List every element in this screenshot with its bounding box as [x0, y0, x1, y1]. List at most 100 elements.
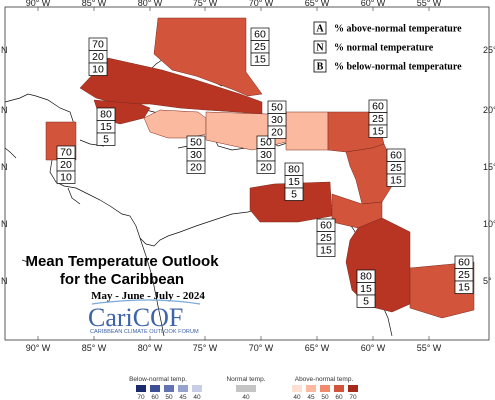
lat-label-left-1: N	[1, 105, 8, 115]
prob-value-above: 60	[372, 101, 384, 113]
lat-label-left-3: N	[1, 219, 8, 229]
prob-value-normal: 15	[100, 121, 112, 133]
prob-value-above: 70	[92, 39, 104, 51]
scale-normal-tick: 40	[242, 394, 250, 400]
lon-label-bottom-1: 85° W	[82, 343, 107, 353]
prob-value-below: 5	[291, 189, 297, 201]
lat-label-left-2: N	[1, 162, 8, 172]
prob-value-below: 15	[372, 126, 384, 138]
prob-cell-below	[88, 62, 108, 76]
scale-normal-swatch	[236, 385, 256, 392]
lat-label-right-2: 15°	[483, 162, 495, 172]
prob-value-above: 60	[320, 220, 332, 232]
scale-above-title: Above-normal temp.	[295, 376, 354, 383]
lon-label-top-3: 75° W	[193, 0, 218, 8]
prob-value-below: 15	[320, 245, 332, 257]
scale-below-swatch-4	[192, 385, 202, 392]
prob-cell-below	[250, 52, 270, 66]
scale-below-tick-0: 70	[137, 394, 145, 400]
key-box-a	[313, 21, 327, 35]
lon-label-bottom-5: 65° W	[305, 343, 330, 353]
prob-value-below: 5	[363, 296, 369, 308]
lat-label-left-0: N	[1, 45, 8, 55]
scale-below-tick-1: 60	[151, 394, 159, 400]
scale-below-tick-4: 40	[193, 394, 201, 400]
prob-cell-below	[267, 125, 287, 139]
prob-value-above: 80	[288, 164, 300, 176]
region-bahamas	[153, 17, 263, 97]
latitude-labels: N N N N N 25° 20° 15° 10° 5°	[1, 45, 495, 286]
graticule-ticks	[37, 7, 430, 340]
prob-value-normal: 20	[60, 159, 72, 171]
prob-cell-below	[96, 132, 116, 146]
prob-value-below: 10	[92, 64, 104, 76]
prob-value-normal: 25	[372, 113, 384, 125]
lat-label-right-3: 10°	[483, 219, 495, 229]
scale-above-swatch-2	[320, 385, 330, 392]
prob-cell-below	[316, 243, 336, 257]
prob-cell-below	[386, 173, 406, 187]
prob-cell-below	[56, 170, 76, 184]
key-text-a: % above-normal temperature	[334, 24, 462, 35]
key-box-n	[313, 40, 327, 54]
lat-label-right-0: 25°	[483, 45, 495, 55]
key-letter-n: N	[316, 43, 324, 54]
lat-label-right-4: 5°	[483, 276, 492, 286]
map-period: May - June - July - 2024	[91, 290, 205, 302]
prob-cell-below	[284, 187, 304, 201]
prob-value-below: 20	[260, 162, 272, 174]
scale-below-tick-3: 45	[179, 394, 187, 400]
region-windward	[345, 143, 395, 205]
lon-label-top-4: 70° W	[249, 0, 274, 8]
prob-value-above: 60	[254, 29, 266, 41]
prob-value-normal: 30	[260, 149, 272, 161]
scale-above-swatch-1	[306, 385, 316, 392]
prob-value-above: 50	[271, 102, 283, 114]
scale-above-tick-2: 50	[321, 394, 329, 400]
scale-below-swatch-1	[150, 385, 160, 392]
map-title-line1: Mean Temperature Outlook	[25, 253, 219, 270]
prob-value-below: 15	[390, 175, 402, 187]
key-text-n: % normal temperature	[334, 43, 434, 54]
caricof-logo: CariCOF CARIBBEAN CLIMATE OUTLOOK FORUM	[88, 299, 201, 335]
prob-value-normal: 30	[190, 149, 202, 161]
prob-value-above: 50	[190, 137, 202, 149]
logo-swoosh	[91, 299, 201, 305]
key-letter-a: A	[316, 24, 324, 35]
prob-value-above: 50	[260, 137, 272, 149]
scale-below-swatch-2	[164, 385, 174, 392]
brand-subtitle: CARIBBEAN CLIMATE OUTLOOK FORUM	[90, 329, 199, 335]
prob-value-normal: 25	[254, 41, 266, 53]
lon-label-bottom-0: 90° W	[26, 343, 51, 353]
prob-cell-below	[256, 160, 276, 174]
key-text-b: % below-normal temperature	[334, 62, 462, 73]
longitude-labels: 90° W 85° W 80° W 75° W 70° W 65° W 60° …	[26, 0, 442, 353]
scale-above-swatch-4	[348, 385, 358, 392]
prob-value-normal: 25	[458, 269, 470, 281]
lon-label-top-5: 65° W	[305, 0, 330, 8]
prob-cell-below	[186, 160, 206, 174]
lon-label-bottom-3: 75° W	[193, 343, 218, 353]
prob-value-below: 5	[103, 134, 109, 146]
prob-value-above: 70	[60, 147, 72, 159]
scale-normal-title: Normal temp.	[226, 376, 265, 383]
scale-below-swatch-0	[136, 385, 146, 392]
prob-value-below: 15	[254, 54, 266, 66]
key-letter-b: B	[317, 62, 324, 73]
scale-below-tick-2: 50	[165, 394, 173, 400]
prob-value-normal: 25	[320, 232, 332, 244]
prob-value-above: 80	[100, 109, 112, 121]
scale-above-swatch-3	[334, 385, 344, 392]
prob-value-below: 15	[458, 282, 470, 294]
lon-label-top-7: 55° W	[417, 0, 442, 8]
lon-label-bottom-6: 60° W	[361, 343, 386, 353]
prob-value-normal: 25	[390, 162, 402, 174]
